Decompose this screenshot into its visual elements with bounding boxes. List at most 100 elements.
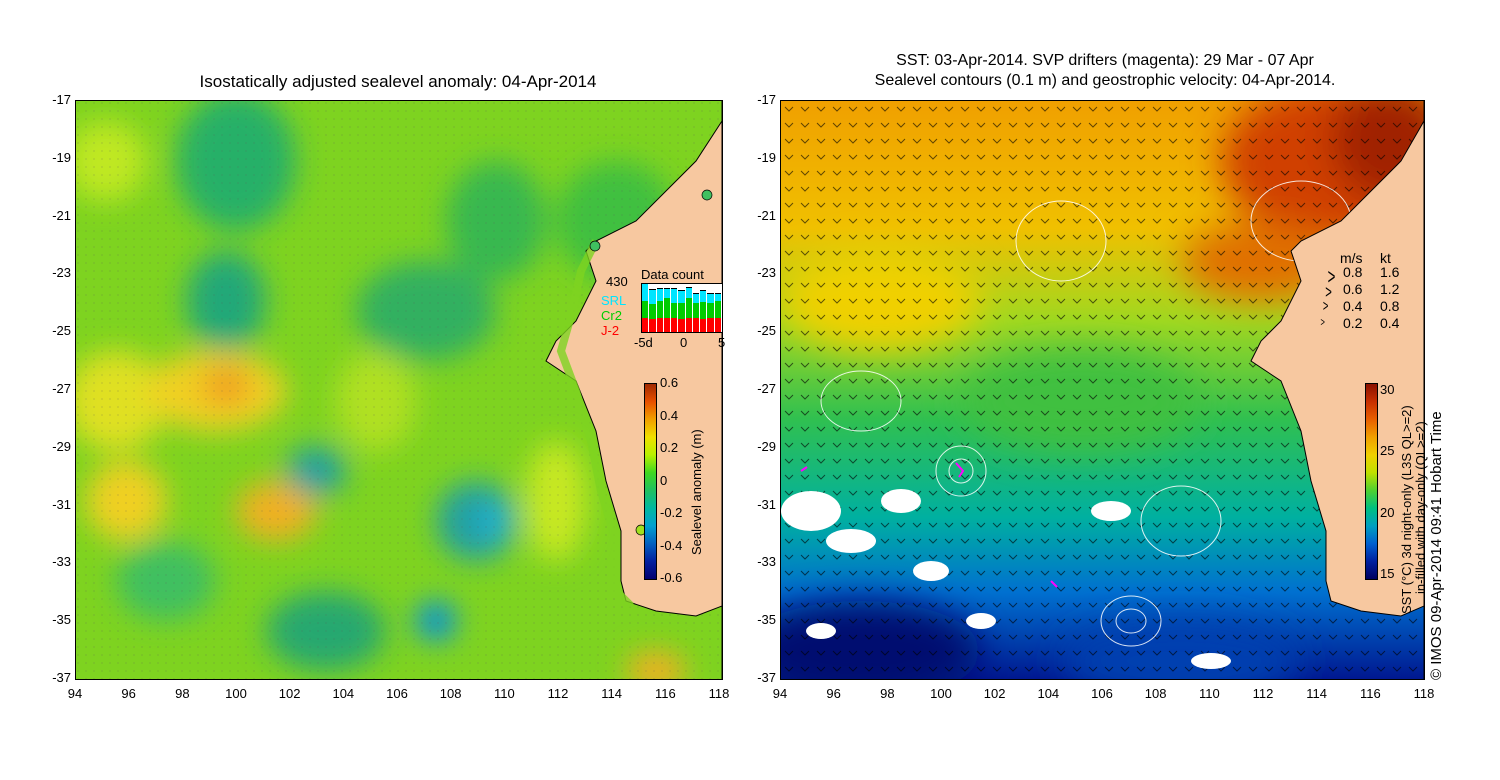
y-axis-tick-label: -29	[52, 438, 71, 454]
legend-j2: J-2	[601, 323, 620, 338]
y-axis-tick-label: -37	[757, 670, 776, 685]
count-bar-jason2	[707, 316, 714, 332]
x-axis-tick-label: 110	[1198, 686, 1220, 701]
y-axis-tick-label: -25	[757, 323, 776, 339]
y-axis-tick-label: -25	[52, 323, 71, 339]
svp-drifter-tracks	[800, 462, 1058, 588]
x-axis-tick-label: 102	[983, 686, 1006, 701]
count-bar-saral	[692, 292, 700, 304]
count-bar-jason2	[663, 316, 671, 332]
x-axis-tick-label: 112	[547, 686, 569, 701]
legend-srl: SRL	[601, 293, 627, 308]
y-axis-tick-label: -17	[757, 92, 776, 107]
count-bar-jason2	[671, 316, 678, 332]
sealevel-colorbar-tick: 0.4	[660, 407, 679, 423]
y-axis-tick-label: -35	[757, 612, 776, 628]
count-xlabel-0: 0	[680, 335, 688, 350]
y-axis-tick-label: -27	[757, 381, 776, 396]
sealevel-colorbar-tick: 0.2	[660, 440, 679, 455]
velocity-kt-value: 0.8	[1380, 298, 1400, 314]
y-axis-tick-label: -19	[757, 149, 776, 165]
count-bar-jason2	[649, 317, 656, 332]
x-axis-tick-label: 118	[708, 686, 730, 701]
y-axis-tick-label: -19	[52, 149, 71, 165]
coastal-shelf-band	[556, 239, 634, 609]
count-bar-saral	[671, 287, 678, 304]
velocity-arrow-icon: >	[1322, 298, 1329, 315]
cloud-mask	[781, 489, 1231, 669]
count-bar-jason2	[692, 316, 700, 332]
x-axis-tick-label: 96	[826, 686, 841, 701]
x-axis-tick-label: 102	[278, 686, 301, 701]
x-axis-tick-label: 106	[1091, 686, 1113, 701]
count-bar-saral	[678, 290, 685, 304]
y-axis-tick-label: -33	[757, 554, 776, 570]
sst-colorbar-gradient	[1365, 383, 1378, 580]
count-xlabel-5: 5	[718, 335, 726, 350]
sealevel-anomaly-map[interactable]	[75, 100, 723, 680]
y-axis-tick-label: -21	[52, 207, 71, 223]
x-axis-tick-label: 116	[654, 686, 676, 701]
right-map-title-line2: Sealevel contours (0.1 m) and geostrophi…	[874, 72, 1336, 89]
sst-colorbar-label-line1: SST (°C) 3d night-only (L3S QL>=2)	[1399, 405, 1414, 614]
velocity-arrow-icon: >	[1320, 315, 1325, 329]
x-axis-tick-label: 108	[1144, 686, 1167, 701]
australia-land	[1250, 101, 1424, 679]
count-bar-jason2	[642, 316, 649, 332]
velocity-kt-value: 1.2	[1380, 281, 1400, 297]
y-axis-tick-label: -31	[52, 496, 71, 512]
tide-gauge-marker	[589, 240, 601, 252]
count-bar-cryosat	[642, 299, 649, 318]
data-count-bars	[641, 283, 723, 333]
y-axis-tick-label: -31	[757, 496, 776, 512]
x-axis-tick-label: 118	[1413, 686, 1435, 701]
velocity-header-kt: kt	[1380, 250, 1391, 266]
count-bar-cryosat	[685, 297, 692, 318]
left-map-title: Isostatically adjusted sealevel anomaly:…	[199, 72, 597, 91]
velocity-kt-value: 1.6	[1380, 264, 1400, 280]
count-bar-saral	[656, 287, 663, 301]
tide-gauge-marker	[701, 189, 713, 201]
x-axis-tick-label: 94	[67, 686, 83, 701]
x-axis-tick-label: 104	[332, 686, 355, 701]
count-xlabel-neg5: -5d	[634, 335, 653, 350]
sealevel-colorbar-gradient	[644, 383, 657, 580]
sealevel-colorbar-tick: -0.2	[660, 505, 683, 520]
y-axis-tick-label: -33	[52, 554, 71, 570]
x-axis-tick-label: 108	[439, 686, 462, 701]
velocity-ms-value: 0.6	[1343, 281, 1363, 297]
sealevel-colorbar-tick: -0.4	[660, 537, 683, 553]
y-axis-tick-label: -37	[52, 670, 71, 685]
x-axis-tick-label: 112	[1252, 686, 1274, 701]
velocity-ms-value: 0.4	[1343, 298, 1363, 314]
count-bar-saral	[707, 292, 714, 304]
count-bar-jason2	[678, 317, 685, 332]
count-bar-cryosat	[663, 297, 671, 318]
count-bar-cryosat	[707, 302, 714, 318]
count-bar-cryosat	[649, 303, 656, 319]
sst-colorbar-tick: 25	[1380, 443, 1395, 459]
x-axis-tick-label: 96	[121, 686, 136, 701]
australia-land	[545, 101, 722, 679]
count-bar-saral	[663, 287, 671, 299]
count-bar-jason2	[656, 316, 663, 332]
velocity-ms-value: 0.2	[1343, 315, 1363, 331]
y-axis-tick-label: -35	[52, 612, 71, 628]
data-count-title: Data count	[641, 267, 704, 282]
count-bar-jason2	[714, 316, 721, 332]
velocity-arrow-icon: >	[1325, 281, 1332, 302]
legend-cr2: Cr2	[601, 308, 622, 323]
x-axis-tick-label: 98	[880, 686, 895, 701]
x-axis-tick-label: 116	[1359, 686, 1381, 701]
sealevel-colorbar-tick: 0	[660, 472, 668, 488]
count-bar-saral	[642, 283, 649, 301]
count-bar-saral	[714, 292, 721, 301]
copyright-text: © IMOS 09-Apr-2014 09:41 Hobart Time	[1428, 411, 1445, 680]
count-bar-saral	[685, 286, 692, 299]
sst-colorbar-tick: 15	[1380, 566, 1395, 581]
sst-map[interactable]	[780, 100, 1425, 680]
y-axis-tick-label: -23	[757, 265, 776, 281]
x-axis-tick-label: 114	[601, 686, 623, 701]
data-count-total: 430	[606, 274, 628, 289]
x-axis-tick-label: 94	[772, 686, 788, 701]
